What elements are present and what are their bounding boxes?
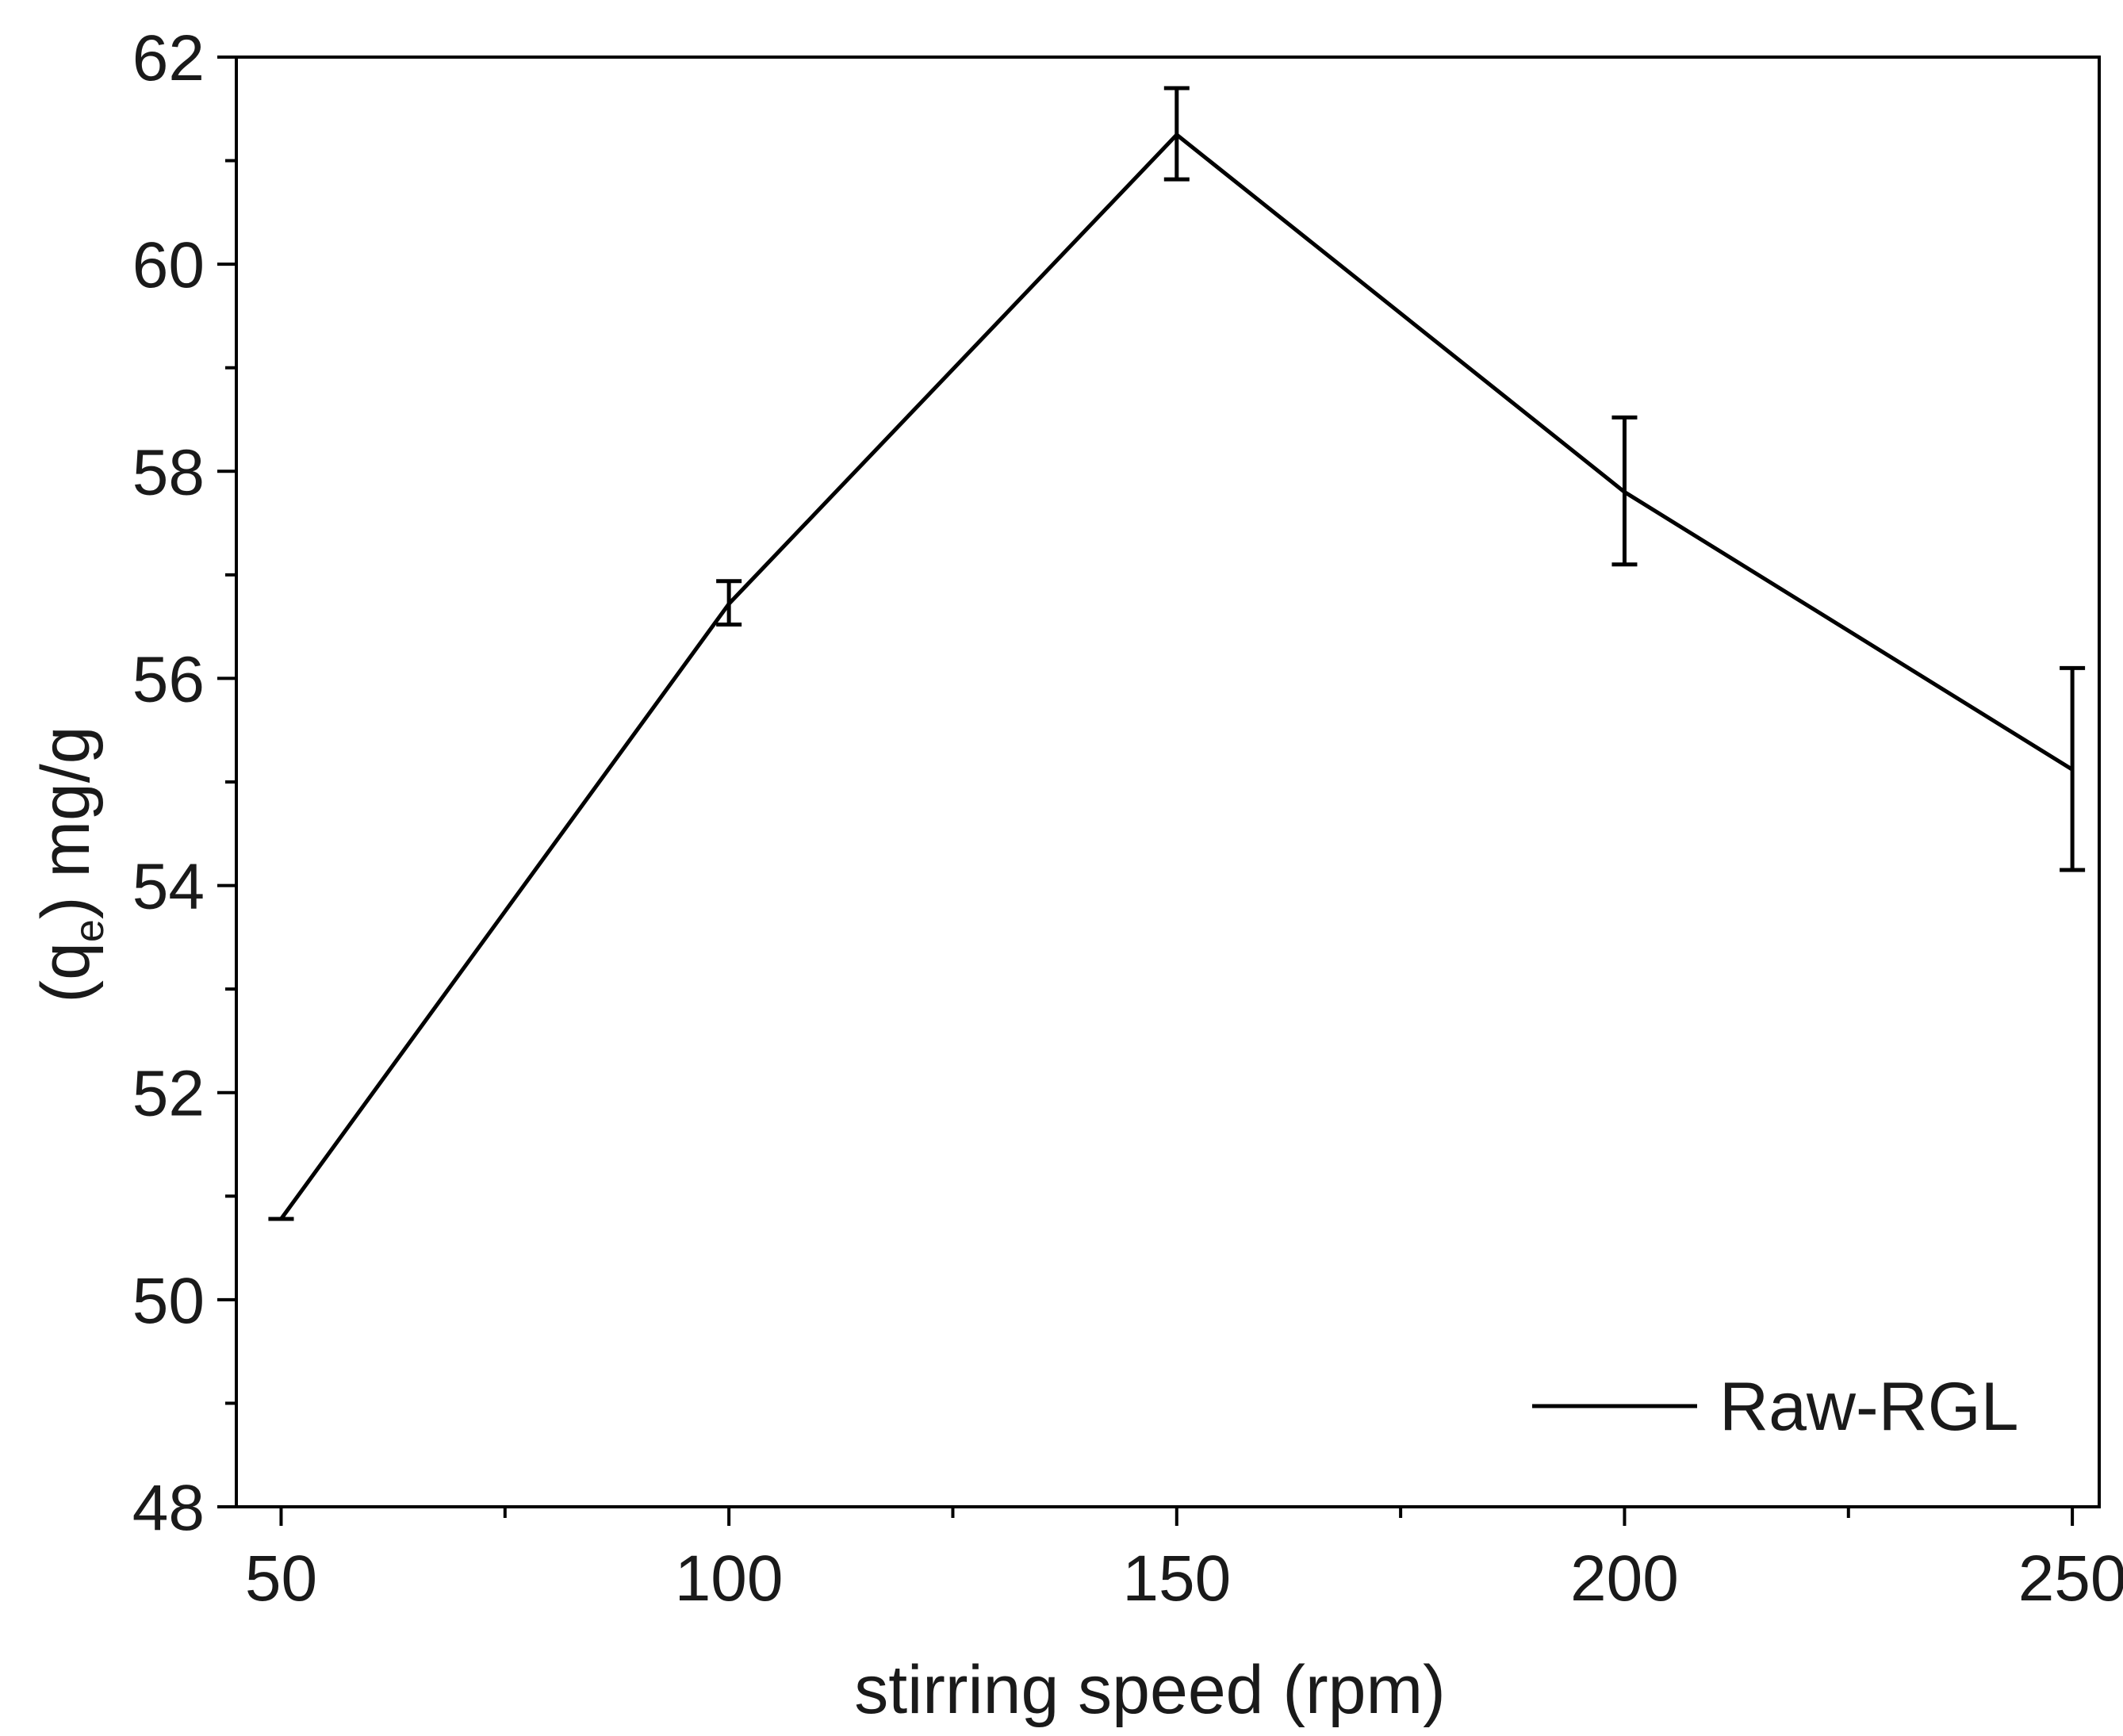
y-tick-label-48: 48 [132,1472,205,1544]
y-axis-title-subscript: e [67,919,113,942]
x-axis-title: stirring speed (rpm) [854,1652,1446,1728]
series-line-Raw-RGL [279,132,2074,1221]
y-axis-title: (qe) mg/g [28,726,113,1002]
y-tick-label-60: 60 [132,229,205,301]
plot-frame [235,56,2101,1508]
series-layer [268,86,2086,1221]
legend-label-Raw-RGL: Raw-RGL [1719,1369,2019,1445]
y-axis-title-prefix: (q [28,942,104,1002]
y-tick-label-56: 56 [132,643,205,715]
y-tick-label-58: 58 [132,436,205,508]
error-bar-250 [2060,665,2086,872]
legend: Raw-RGL [1532,1369,2019,1445]
plot-border [235,56,2101,1508]
x-tick-label-50: 50 [245,1542,317,1615]
error-bar-100 [716,579,742,627]
y-tick-label-52: 52 [132,1058,205,1130]
y-tick-label-62: 62 [132,22,205,94]
y-tick-label-54: 54 [132,851,205,923]
y-tick-label-50: 50 [132,1265,205,1337]
x-axis: 50 100 150 200 250 [245,1507,2123,1615]
error-bar-150 [1163,86,1190,182]
error-bar-200 [1611,415,1638,567]
x-tick-label-250: 250 [2018,1542,2123,1615]
x-tick-label-200: 200 [1570,1542,1679,1615]
x-tick-label-150: 150 [1122,1542,1231,1615]
x-tick-label-100: 100 [675,1542,784,1615]
y-axis-title-suffix: ) mg/g [28,726,104,919]
y-axis: 48 50 52 54 56 58 60 62 [132,22,236,1544]
